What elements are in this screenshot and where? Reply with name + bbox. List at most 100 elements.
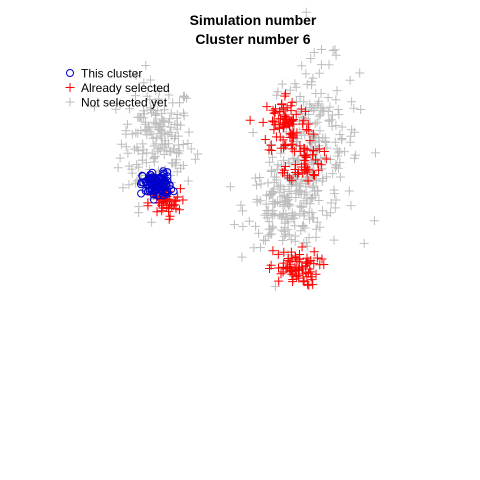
point-not-selected	[312, 217, 322, 227]
point-already-selected	[279, 118, 289, 128]
point-already-selected	[295, 254, 305, 264]
point-not-selected	[146, 75, 155, 85]
point-not-selected	[321, 138, 331, 147]
point-already-selected	[280, 91, 290, 101]
point-already-selected	[309, 146, 319, 156]
point-not-selected	[309, 48, 319, 57]
point-already-selected	[295, 141, 305, 151]
point-not-selected	[346, 201, 356, 211]
point-not-selected	[183, 176, 193, 186]
point-not-selected	[142, 91, 152, 101]
point-not-selected	[297, 222, 307, 231]
point-not-selected	[349, 127, 359, 137]
legend-label-already-selected: Already selected	[81, 81, 170, 95]
point-already-selected	[321, 154, 331, 164]
point-not-selected	[111, 104, 121, 114]
point-already-selected	[301, 267, 311, 277]
series-not-selected-yet	[90, 7, 380, 291]
point-not-selected	[346, 131, 356, 141]
point-not-selected	[254, 228, 264, 238]
legend-marker-already-selected	[65, 83, 75, 92]
point-not-selected	[308, 73, 318, 83]
point-already-selected	[310, 170, 319, 180]
point-not-selected	[165, 114, 175, 124]
point-not-selected	[150, 109, 160, 119]
point-not-selected	[248, 128, 258, 137]
point-not-selected	[323, 93, 333, 103]
point-already-selected	[307, 275, 317, 285]
point-already-selected	[276, 269, 286, 279]
point-not-selected	[172, 148, 182, 157]
point-not-selected	[369, 216, 379, 226]
point-not-selected	[332, 86, 342, 96]
point-not-selected	[282, 213, 292, 223]
point-already-selected	[313, 159, 323, 169]
point-not-selected	[130, 144, 139, 154]
point-not-selected	[268, 206, 278, 216]
point-not-selected	[307, 208, 317, 218]
point-not-selected	[299, 211, 309, 221]
point-not-selected	[333, 105, 343, 114]
point-already-selected	[299, 115, 309, 125]
point-already-selected	[298, 119, 308, 129]
legend-label-this-cluster: This cluster	[81, 67, 142, 81]
point-not-selected	[285, 200, 295, 210]
point-not-selected	[300, 189, 310, 199]
point-not-selected	[284, 195, 294, 205]
point-already-selected	[287, 97, 297, 107]
point-not-selected	[355, 68, 365, 78]
point-not-selected	[294, 185, 304, 195]
point-already-selected	[285, 121, 294, 131]
point-not-selected	[165, 127, 175, 137]
point-not-selected	[280, 223, 290, 233]
point-this-cluster	[154, 187, 163, 196]
point-already-selected	[309, 170, 318, 180]
point-already-selected	[274, 263, 283, 273]
legend-marker-this-cluster	[66, 69, 74, 77]
point-already-selected	[290, 146, 300, 156]
point-already-selected	[262, 102, 272, 112]
point-not-selected	[272, 164, 282, 174]
point-already-selected	[293, 169, 303, 179]
point-not-selected	[305, 99, 315, 109]
point-not-selected	[271, 172, 281, 182]
point-not-selected	[315, 126, 325, 136]
point-not-selected	[186, 144, 196, 154]
point-not-selected	[312, 186, 322, 196]
point-this-cluster	[147, 184, 156, 193]
point-not-selected	[284, 181, 294, 191]
point-already-selected	[287, 175, 297, 185]
point-not-selected	[301, 7, 311, 17]
point-not-selected	[302, 79, 312, 89]
point-not-selected	[151, 110, 161, 120]
point-not-selected	[327, 121, 337, 131]
point-not-selected	[326, 115, 336, 125]
point-already-selected	[168, 201, 178, 211]
point-not-selected	[345, 75, 355, 85]
point-already-selected	[277, 100, 287, 110]
point-not-selected	[164, 90, 174, 100]
point-not-selected	[292, 96, 301, 106]
point-already-selected	[174, 205, 184, 215]
point-not-selected	[294, 155, 304, 164]
point-not-selected	[179, 108, 188, 118]
legend-marker-not-selected-yet	[65, 97, 75, 107]
point-already-selected	[283, 171, 293, 181]
point-not-selected	[334, 163, 343, 173]
legend-label-not-selected-yet: Not selected yet	[81, 96, 168, 110]
point-not-selected	[259, 235, 269, 245]
point-this-cluster	[163, 187, 171, 195]
point-already-selected	[306, 256, 316, 265]
legend: This cluster Already selected Not select…	[65, 67, 170, 110]
point-not-selected	[124, 180, 134, 190]
point-this-cluster	[145, 174, 154, 183]
point-already-selected	[276, 143, 286, 153]
point-not-selected	[332, 144, 342, 154]
point-not-selected	[252, 180, 261, 190]
point-not-selected	[329, 235, 339, 245]
point-already-selected	[279, 247, 289, 257]
point-not-selected	[265, 157, 275, 167]
point-this-cluster	[138, 171, 147, 180]
point-not-selected	[174, 148, 184, 158]
point-not-selected	[270, 281, 280, 291]
